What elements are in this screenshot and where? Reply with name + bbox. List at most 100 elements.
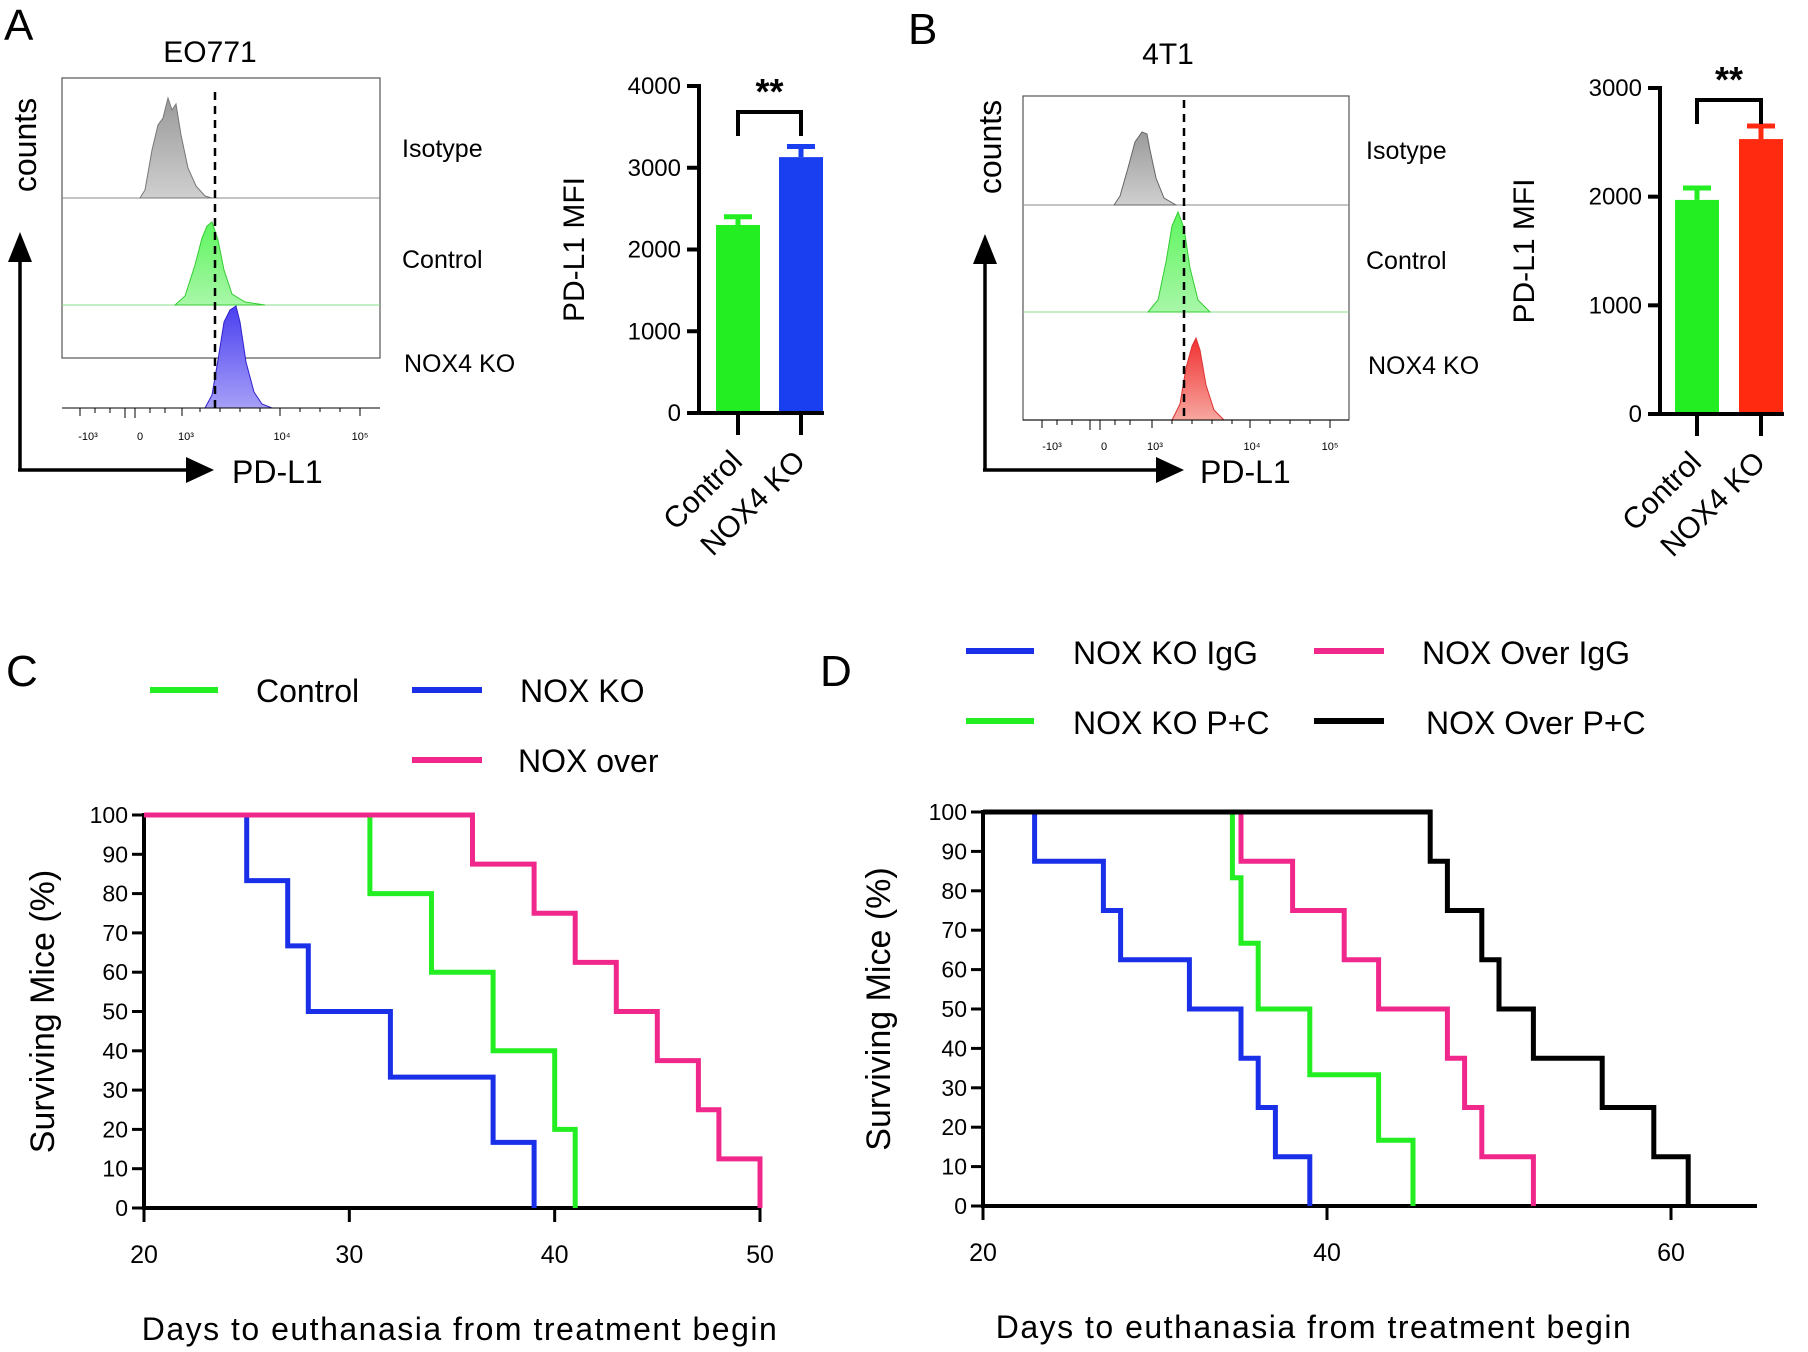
panel-c-letter: C <box>6 647 38 696</box>
flow-tick-label: 10⁵ <box>1322 441 1339 453</box>
control-histogram <box>173 221 266 306</box>
legend-item-nox-ko-igg: NOX KO IgG <box>966 635 1258 671</box>
bar-nox4ko <box>779 157 823 413</box>
bar-control <box>1675 199 1719 414</box>
y-tick-label: 0 <box>954 1193 967 1219</box>
y-axis-label: Surviving Mice (%) <box>860 867 898 1150</box>
legend-label: NOX KO P+C <box>1073 705 1270 741</box>
y-tick-label: 0 <box>115 1195 128 1221</box>
isotype-histogram <box>1113 131 1178 206</box>
panel-d: D NOX KO IgG NOX Over IgG NOX KO P+C NOX… <box>820 635 1757 1345</box>
flow-tick-label: 10⁴ <box>1244 441 1261 453</box>
y-tick-label: 100 <box>929 799 967 825</box>
panel-c-axes: 0 10 20 30 40 50 60 70 80 90 100 20 30 40 50 <box>90 802 774 1269</box>
y-tick-label: 40 <box>102 1038 128 1064</box>
panel-a-error-bars <box>724 143 815 435</box>
survival-curve-nox-ko-p-c <box>983 809 1416 1206</box>
isotype-histogram <box>139 96 213 199</box>
nox4ko-histogram <box>1171 336 1226 421</box>
flow-tick-label: -10³ <box>78 431 98 443</box>
row-label-control: Control <box>1366 247 1447 275</box>
y-tick-label: 20 <box>102 1116 128 1142</box>
panel-c-legend: Control NOX KO NOX over <box>150 673 659 779</box>
y-tick-label: 0 <box>668 400 681 427</box>
y-tick-label: 70 <box>941 917 967 943</box>
row-label-nox4ko: NOX4 KO <box>404 350 515 378</box>
panel-a: A EO771 -10³ 0 10³ 10⁴ 10⁵ Isotype Contr… <box>4 1 824 562</box>
x-axis-label: Days to euthanasia from treatment begin <box>996 1309 1633 1345</box>
y-tick-label: 80 <box>102 881 128 907</box>
y-tick-label: 3000 <box>628 155 681 182</box>
arrowhead-icon <box>1156 457 1184 483</box>
legend-label: NOX KO IgG <box>1073 635 1258 671</box>
survival-curve-nox-ko-igg <box>983 809 1313 1206</box>
y-tick-label: 30 <box>941 1075 967 1101</box>
pdl1-axis-label: PD-L1 <box>1200 454 1291 490</box>
legend-item-nox-over-pc: NOX Over P+C <box>1314 705 1646 741</box>
x-tick-label: 20 <box>969 1239 997 1267</box>
y-tick-label: 70 <box>102 920 128 946</box>
legend-item-nox-ko: NOX KO <box>412 673 644 709</box>
survival-curve-nox-over-p-c <box>983 809 1691 1206</box>
y-axis-label: Surviving Mice (%) <box>24 870 62 1153</box>
legend-label: Control <box>256 673 359 709</box>
legend-item-nox-over: NOX over <box>412 743 659 779</box>
counts-axis-label: counts <box>972 100 1008 194</box>
row-label-isotype: Isotype <box>1366 137 1447 165</box>
panel-a-letter: A <box>4 1 34 50</box>
row-label-nox4ko: NOX4 KO <box>1368 352 1479 380</box>
histogram-tick-marks <box>1041 420 1331 430</box>
x-tick-label: 20 <box>130 1241 158 1269</box>
panel-b: B 4T1 -10³ 0 10³ 10⁴ 10⁵ Isotype Control… <box>908 5 1784 563</box>
y-tick-label: 100 <box>90 802 128 828</box>
bar-y-axis-label: PD-L1 MFI <box>558 177 591 322</box>
x-tick-label: 60 <box>1657 1239 1685 1267</box>
legend-item-nox-ko-pc: NOX KO P+C <box>966 705 1270 741</box>
panel-d-survival-plot: 0 10 20 30 40 50 60 70 80 90 100 20 40 60 Days to eut… <box>860 799 1757 1345</box>
y-tick-label: 60 <box>102 959 128 985</box>
legend-label: NOX KO <box>520 673 644 709</box>
arrowhead-icon <box>8 232 32 262</box>
survival-curve-control <box>144 812 578 1208</box>
row-label-control: Control <box>402 246 483 274</box>
row-label-isotype: Isotype <box>402 135 483 163</box>
y-tick-label: 2000 <box>1589 184 1642 211</box>
y-tick-label: 30 <box>102 1077 128 1103</box>
survival-curve-nox-ko <box>144 812 537 1208</box>
legend-item-control: Control <box>150 673 359 709</box>
y-tick-label: 90 <box>102 841 128 867</box>
y-tick-label: 40 <box>941 1035 967 1061</box>
panel-d-axes: 0 10 20 30 40 50 60 70 80 90 100 20 40 60 <box>929 799 1757 1267</box>
bar-y-axis-label: PD-L1 MFI <box>1508 178 1541 323</box>
histogram-tick-marks <box>79 408 361 418</box>
legend-label: NOX Over IgG <box>1422 635 1630 671</box>
significance-stars: ** <box>1715 59 1743 100</box>
flow-tick-label: 10⁴ <box>274 431 291 443</box>
panel-b-letter: B <box>908 5 937 54</box>
panel-c-curves <box>144 812 763 1208</box>
panel-b-bar-axis: 0 1000 2000 3000 <box>1589 75 1660 428</box>
panel-c-survival-plot: 0 10 20 30 40 50 60 70 80 90 100 20 30 40 50 Days to e… <box>24 802 777 1347</box>
y-tick-label: 0 <box>1629 401 1642 428</box>
y-tick-label: 2000 <box>628 237 681 264</box>
bar-control <box>716 224 760 413</box>
panel-b-cell-line: 4T1 <box>1142 38 1194 71</box>
y-tick-label: 90 <box>941 838 967 864</box>
significance-bracket <box>736 110 803 136</box>
significance-stars: ** <box>755 71 783 112</box>
legend-label: NOX Over P+C <box>1426 705 1646 741</box>
y-tick-label: 10 <box>941 1154 967 1180</box>
panel-a-histograms: -10³ 0 10³ 10⁴ 10⁵ <box>61 77 381 443</box>
flow-tick-label: 10³ <box>1147 441 1163 453</box>
survival-curve-nox-over-igg <box>983 809 1536 1206</box>
flow-tick-label: 0 <box>1101 441 1107 453</box>
y-tick-label: 20 <box>941 1114 967 1140</box>
y-tick-label: 3000 <box>1589 75 1642 102</box>
nox4ko-histogram <box>204 305 273 409</box>
flow-tick-label: 10³ <box>178 431 194 443</box>
y-tick-label: 50 <box>941 996 967 1022</box>
arrowhead-icon <box>186 457 214 483</box>
flow-tick-label: 0 <box>137 431 143 443</box>
